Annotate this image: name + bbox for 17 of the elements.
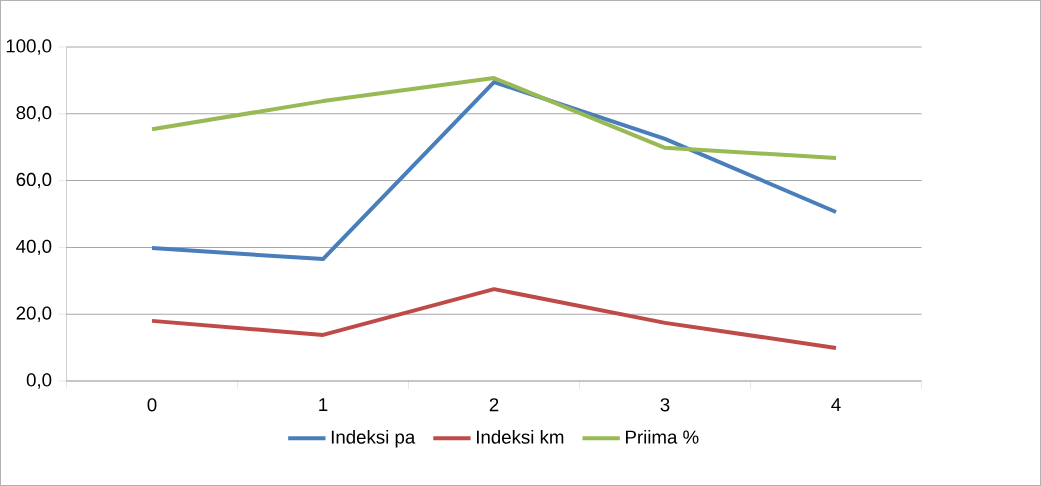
line-series <box>150 80 838 262</box>
y-tick-label: 60,0 <box>16 172 52 189</box>
line-series <box>150 287 838 350</box>
x-tick-label: 3 <box>660 398 670 412</box>
legend-label: Indeksi pa <box>331 430 416 448</box>
legend-label: Indeksi km <box>476 430 564 444</box>
x-tick-label: 4 <box>831 398 841 411</box>
y-tick-label: 80,0 <box>16 106 52 122</box>
x-tick-label: 1 <box>319 398 328 411</box>
legend-label: Priima % <box>626 430 699 444</box>
y-tick-label: 100,0 <box>6 39 52 55</box>
x-tick-label: 2 <box>489 398 499 412</box>
y-tick-label: 0,0 <box>26 373 52 389</box>
x-tick-label: 0 <box>147 398 157 412</box>
line-series <box>150 76 838 160</box>
y-tick-label: 20,0 <box>16 306 52 322</box>
y-tick-label: 40,0 <box>16 239 52 256</box>
